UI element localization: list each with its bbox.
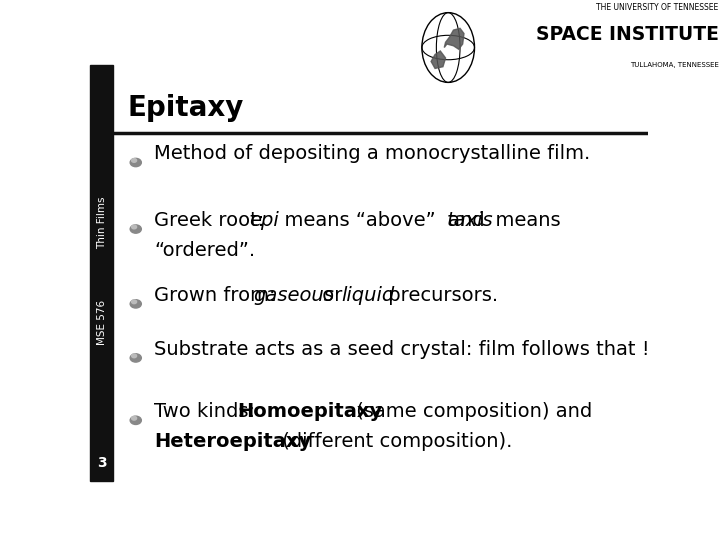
Bar [90, 65, 114, 481]
Text: “ordered”.: “ordered”. [154, 241, 256, 260]
Circle shape [130, 225, 141, 233]
Circle shape [132, 159, 137, 163]
Text: (different composition).: (different composition). [276, 433, 513, 451]
Circle shape [132, 225, 137, 229]
Text: Epitaxy: Epitaxy [127, 94, 244, 123]
Text: THE UNIVERSITY OF TENNESSEE: THE UNIVERSITY OF TENNESSEE [596, 3, 719, 12]
Circle shape [130, 300, 141, 308]
Text: Thin Films: Thin Films [96, 197, 107, 249]
Text: taxis: taxis [447, 211, 493, 230]
Text: Substrate acts as a seed crystal: film follows that !: Substrate acts as a seed crystal: film f… [154, 340, 649, 359]
Text: Heteroepitaxy: Heteroepitaxy [154, 433, 312, 451]
Text: liquid: liquid [341, 286, 395, 305]
Text: Grown from:: Grown from: [154, 286, 282, 305]
Circle shape [132, 416, 137, 420]
Text: (same composition) and: (same composition) and [350, 402, 592, 421]
Polygon shape [444, 28, 464, 49]
Text: MSE 576: MSE 576 [96, 300, 107, 345]
Text: or: or [316, 286, 348, 305]
Text: Two kinds:: Two kinds: [154, 402, 261, 421]
Circle shape [130, 416, 141, 424]
Polygon shape [431, 51, 446, 69]
Text: Homoepitaxy: Homoepitaxy [238, 402, 382, 421]
Text: Greek root:: Greek root: [154, 211, 277, 230]
Text: TULLAHOMA, TENNESSEE: TULLAHOMA, TENNESSEE [630, 62, 719, 69]
Circle shape [132, 300, 137, 303]
Text: 3: 3 [97, 456, 107, 470]
Text: means: means [483, 211, 561, 230]
Text: epi: epi [249, 211, 279, 230]
Circle shape [130, 158, 141, 167]
Text: means “above”  and: means “above” and [272, 211, 498, 230]
Text: precursors.: precursors. [382, 286, 498, 305]
Text: SPACE INSTITUTE: SPACE INSTITUTE [536, 25, 719, 44]
Circle shape [130, 354, 141, 362]
Circle shape [132, 354, 137, 357]
Text: gaseous: gaseous [253, 286, 334, 305]
Text: Method of depositing a monocrystalline film.: Method of depositing a monocrystalline f… [154, 144, 590, 163]
